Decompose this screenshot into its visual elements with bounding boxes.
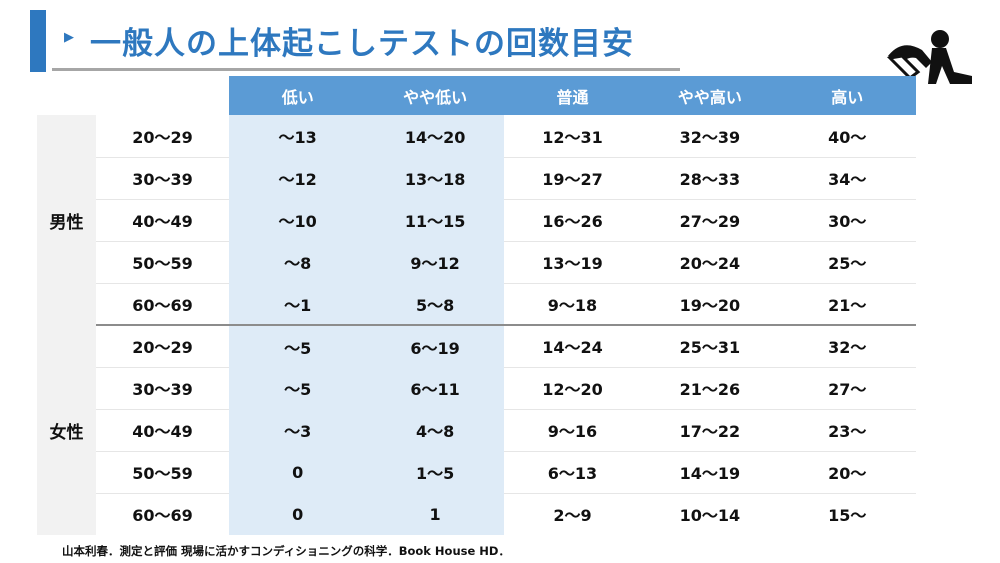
- table-row: 60〜69 〜1 5〜8 9〜18 19〜20 21〜: [37, 283, 916, 325]
- value-cell-slightly-low: 13〜18: [366, 157, 503, 199]
- title-underline: [52, 68, 680, 71]
- value-cell-low: 0: [229, 451, 366, 493]
- value-cell-high: 32〜: [779, 325, 916, 367]
- value-cell-low: 〜8: [229, 241, 366, 283]
- header-low: 低い: [229, 76, 366, 115]
- value-cell-slightly-low: 5〜8: [366, 283, 503, 325]
- header-slightly-high: やや高い: [641, 76, 778, 115]
- value-cell-high: 27〜: [779, 367, 916, 409]
- value-cell-slightly-high: 28〜33: [641, 157, 778, 199]
- table-row: 40〜49 〜10 11〜15 16〜26 27〜29 30〜: [37, 199, 916, 241]
- value-cell-slightly-low: 9〜12: [366, 241, 503, 283]
- value-cell-normal: 12〜31: [504, 115, 641, 157]
- value-cell-high: 23〜: [779, 409, 916, 451]
- value-cell-normal: 13〜19: [504, 241, 641, 283]
- value-cell-high: 34〜: [779, 157, 916, 199]
- value-cell-slightly-high: 25〜31: [641, 325, 778, 367]
- value-cell-low: 〜5: [229, 325, 366, 367]
- value-cell-slightly-high: 17〜22: [641, 409, 778, 451]
- title-arrow-icon: ▶: [64, 30, 74, 45]
- value-cell-low: 〜13: [229, 115, 366, 157]
- sex-label: 男性: [37, 115, 96, 325]
- value-cell-normal: 12〜20: [504, 367, 641, 409]
- value-cell-slightly-high: 21〜26: [641, 367, 778, 409]
- page-title: 一般人の上体起こしテストの回数目安: [90, 18, 634, 63]
- title-accent-bar: [30, 10, 46, 72]
- age-range-cell: 40〜49: [96, 409, 229, 451]
- header-blank: [37, 76, 229, 115]
- value-cell-slightly-low: 11〜15: [366, 199, 503, 241]
- age-range-cell: 40〜49: [96, 199, 229, 241]
- value-cell-low: 〜1: [229, 283, 366, 325]
- value-cell-slightly-high: 19〜20: [641, 283, 778, 325]
- table-row: 女性 20〜29 〜5 6〜19 14〜24 25〜31 32〜: [37, 325, 916, 367]
- value-cell-slightly-low: 6〜11: [366, 367, 503, 409]
- value-cell-high: 30〜: [779, 199, 916, 241]
- value-cell-normal: 19〜27: [504, 157, 641, 199]
- value-cell-slightly-high: 10〜14: [641, 493, 778, 535]
- age-range-cell: 20〜29: [96, 325, 229, 367]
- value-cell-high: 20〜: [779, 451, 916, 493]
- value-cell-high: 40〜: [779, 115, 916, 157]
- value-cell-high: 25〜: [779, 241, 916, 283]
- header-row: 低い やや低い 普通 やや高い 高い: [37, 76, 916, 115]
- header-high: 高い: [779, 76, 916, 115]
- value-cell-slightly-low: 14〜20: [366, 115, 503, 157]
- source-citation: 山本利春．測定と評価 現場に活かすコンディショニングの科学．Book House…: [62, 543, 510, 559]
- age-range-cell: 60〜69: [96, 493, 229, 535]
- age-range-cell: 60〜69: [96, 283, 229, 325]
- value-cell-slightly-low: 1: [366, 493, 503, 535]
- value-cell-slightly-high: 32〜39: [641, 115, 778, 157]
- value-cell-normal: 9〜16: [504, 409, 641, 451]
- age-range-cell: 30〜39: [96, 157, 229, 199]
- value-cell-high: 15〜: [779, 493, 916, 535]
- age-range-cell: 30〜39: [96, 367, 229, 409]
- situp-table: 低い やや低い 普通 やや高い 高い 男性 20〜29 〜13 14〜20 12〜31 3…: [37, 76, 916, 535]
- table-row: 40〜49 〜3 4〜8 9〜16 17〜22 23〜: [37, 409, 916, 451]
- sex-label: 女性: [37, 325, 96, 535]
- table-row: 男性 20〜29 〜13 14〜20 12〜31 32〜39 40〜: [37, 115, 916, 157]
- header-normal: 普通: [504, 76, 641, 115]
- value-cell-normal: 16〜26: [504, 199, 641, 241]
- header-slightly-low: やや低い: [366, 76, 503, 115]
- value-cell-slightly-high: 20〜24: [641, 241, 778, 283]
- age-range-cell: 20〜29: [96, 115, 229, 157]
- table-row: 30〜39 〜5 6〜11 12〜20 21〜26 27〜: [37, 367, 916, 409]
- value-cell-low: 0: [229, 493, 366, 535]
- age-range-cell: 50〜59: [96, 451, 229, 493]
- table-row: 30〜39 〜12 13〜18 19〜27 28〜33 34〜: [37, 157, 916, 199]
- value-cell-slightly-low: 6〜19: [366, 325, 503, 367]
- value-cell-high: 21〜: [779, 283, 916, 325]
- value-cell-normal: 2〜9: [504, 493, 641, 535]
- value-cell-low: 〜12: [229, 157, 366, 199]
- value-cell-normal: 6〜13: [504, 451, 641, 493]
- value-cell-slightly-low: 1〜5: [366, 451, 503, 493]
- value-cell-slightly-low: 4〜8: [366, 409, 503, 451]
- value-cell-normal: 9〜18: [504, 283, 641, 325]
- value-cell-low: 〜3: [229, 409, 366, 451]
- table-row: 60〜69 0 1 2〜9 10〜14 15〜: [37, 493, 916, 535]
- table-row: 50〜59 〜8 9〜12 13〜19 20〜24 25〜: [37, 241, 916, 283]
- value-cell-low: 〜10: [229, 199, 366, 241]
- value-cell-slightly-high: 14〜19: [641, 451, 778, 493]
- table-row: 50〜59 0 1〜5 6〜13 14〜19 20〜: [37, 451, 916, 493]
- value-cell-slightly-high: 27〜29: [641, 199, 778, 241]
- value-cell-normal: 14〜24: [504, 325, 641, 367]
- age-range-cell: 50〜59: [96, 241, 229, 283]
- value-cell-low: 〜5: [229, 367, 366, 409]
